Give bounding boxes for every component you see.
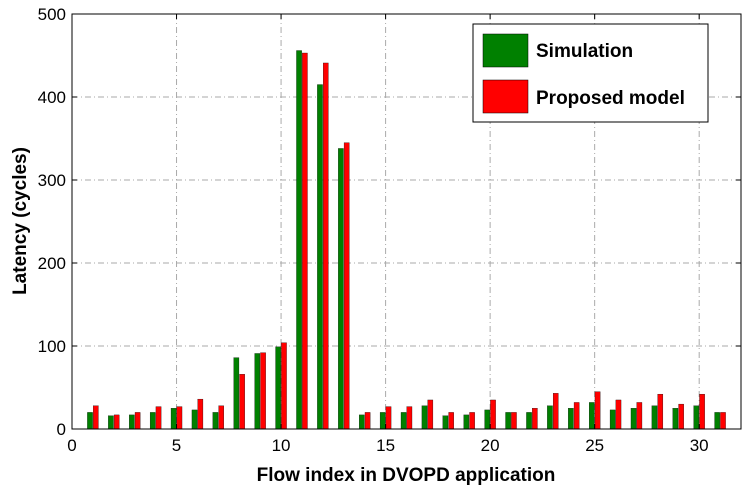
y-tick-label: 100 bbox=[38, 337, 66, 356]
bar-simulation bbox=[170, 408, 177, 430]
bar-proposed-model bbox=[469, 412, 475, 430]
bar-simulation bbox=[108, 415, 114, 430]
bar-proposed-model bbox=[93, 405, 99, 430]
bar-proposed-model bbox=[260, 352, 266, 430]
bar-simulation bbox=[212, 412, 219, 430]
bar-proposed-model bbox=[657, 393, 664, 430]
bar-proposed-model bbox=[720, 412, 726, 430]
bar-proposed-model bbox=[511, 412, 517, 430]
bar-proposed-model bbox=[427, 399, 434, 430]
bar-simulation bbox=[651, 405, 658, 430]
bar-simulation bbox=[400, 412, 407, 430]
bar-simulation bbox=[87, 412, 93, 430]
bar-proposed-model bbox=[176, 406, 183, 430]
legend-swatch-simulation bbox=[482, 33, 529, 68]
bar-simulation bbox=[338, 148, 344, 430]
bar-simulation bbox=[693, 405, 700, 430]
bar-proposed-model bbox=[490, 399, 496, 430]
bar-simulation bbox=[421, 405, 428, 430]
bar-simulation bbox=[672, 408, 679, 430]
bar-proposed-model bbox=[197, 398, 204, 430]
bar-simulation bbox=[317, 84, 323, 430]
y-tick-label: 200 bbox=[38, 254, 66, 273]
bar-proposed-model bbox=[134, 412, 141, 430]
bar-simulation bbox=[630, 408, 637, 430]
bar-proposed-model bbox=[636, 402, 643, 430]
y-tick-label: 500 bbox=[38, 5, 66, 24]
bar-simulation bbox=[275, 346, 281, 430]
bar-simulation bbox=[233, 357, 240, 430]
bar-proposed-model bbox=[615, 399, 622, 430]
bar-simulation bbox=[589, 402, 595, 430]
bar-proposed-model bbox=[218, 405, 224, 430]
legend: Simulation Proposed model bbox=[472, 23, 709, 123]
bar-proposed-model bbox=[573, 402, 580, 430]
bar-simulation bbox=[463, 414, 470, 430]
bar-proposed-model bbox=[364, 412, 371, 430]
bar-simulation bbox=[505, 412, 511, 430]
x-tick-label: 0 bbox=[67, 436, 76, 455]
x-tick-label: 20 bbox=[481, 436, 500, 455]
bar-proposed-model bbox=[552, 393, 559, 430]
x-tick-label: 15 bbox=[376, 436, 395, 455]
x-tick-label: 25 bbox=[585, 436, 604, 455]
plot-frame bbox=[71, 13, 742, 430]
bar-proposed-model bbox=[155, 406, 162, 430]
bar-proposed-model bbox=[323, 62, 329, 430]
bar-proposed-model bbox=[406, 406, 413, 430]
x-tick-label: 10 bbox=[272, 436, 291, 455]
bar-simulation bbox=[526, 412, 532, 430]
bar-simulation bbox=[609, 409, 616, 430]
bar-simulation bbox=[714, 412, 720, 430]
bar-simulation bbox=[547, 405, 553, 430]
bar-simulation bbox=[149, 412, 156, 430]
bar-proposed-model bbox=[343, 142, 350, 430]
bar-simulation bbox=[568, 408, 574, 430]
legend-label-simulation: Simulation bbox=[536, 41, 633, 62]
x-axis-label: Flow index in DVOPD application bbox=[257, 465, 556, 486]
y-tick-label: 300 bbox=[38, 171, 66, 190]
bar-proposed-model bbox=[385, 406, 392, 430]
bar-proposed-model bbox=[281, 342, 287, 430]
y-tick-label: 400 bbox=[38, 88, 66, 107]
bar-simulation bbox=[379, 412, 386, 430]
y-axis-label: Latency (cycles) bbox=[10, 147, 31, 295]
bar-simulation bbox=[296, 50, 302, 430]
bar-proposed-model bbox=[113, 414, 120, 430]
bar-simulation bbox=[191, 409, 198, 430]
bar-proposed-model bbox=[302, 52, 308, 430]
bar-proposed-model bbox=[532, 408, 538, 430]
legend-swatch-proposed-model bbox=[482, 79, 529, 114]
bar-proposed-model bbox=[699, 393, 705, 430]
bar-simulation bbox=[359, 414, 365, 430]
x-tick-label: 30 bbox=[690, 436, 709, 455]
bar-simulation bbox=[254, 353, 261, 430]
bar-simulation bbox=[484, 409, 490, 430]
bar-proposed-model bbox=[239, 374, 245, 430]
bar-proposed-model bbox=[678, 403, 684, 430]
bar-simulation bbox=[129, 414, 135, 430]
legend-label-proposed-model: Proposed model bbox=[536, 88, 685, 109]
bar-proposed-model bbox=[448, 412, 454, 430]
y-tick-label: 0 bbox=[57, 420, 66, 439]
bar-simulation bbox=[442, 415, 449, 430]
x-tick-label: 5 bbox=[172, 436, 181, 455]
bar-proposed-model bbox=[594, 391, 601, 430]
